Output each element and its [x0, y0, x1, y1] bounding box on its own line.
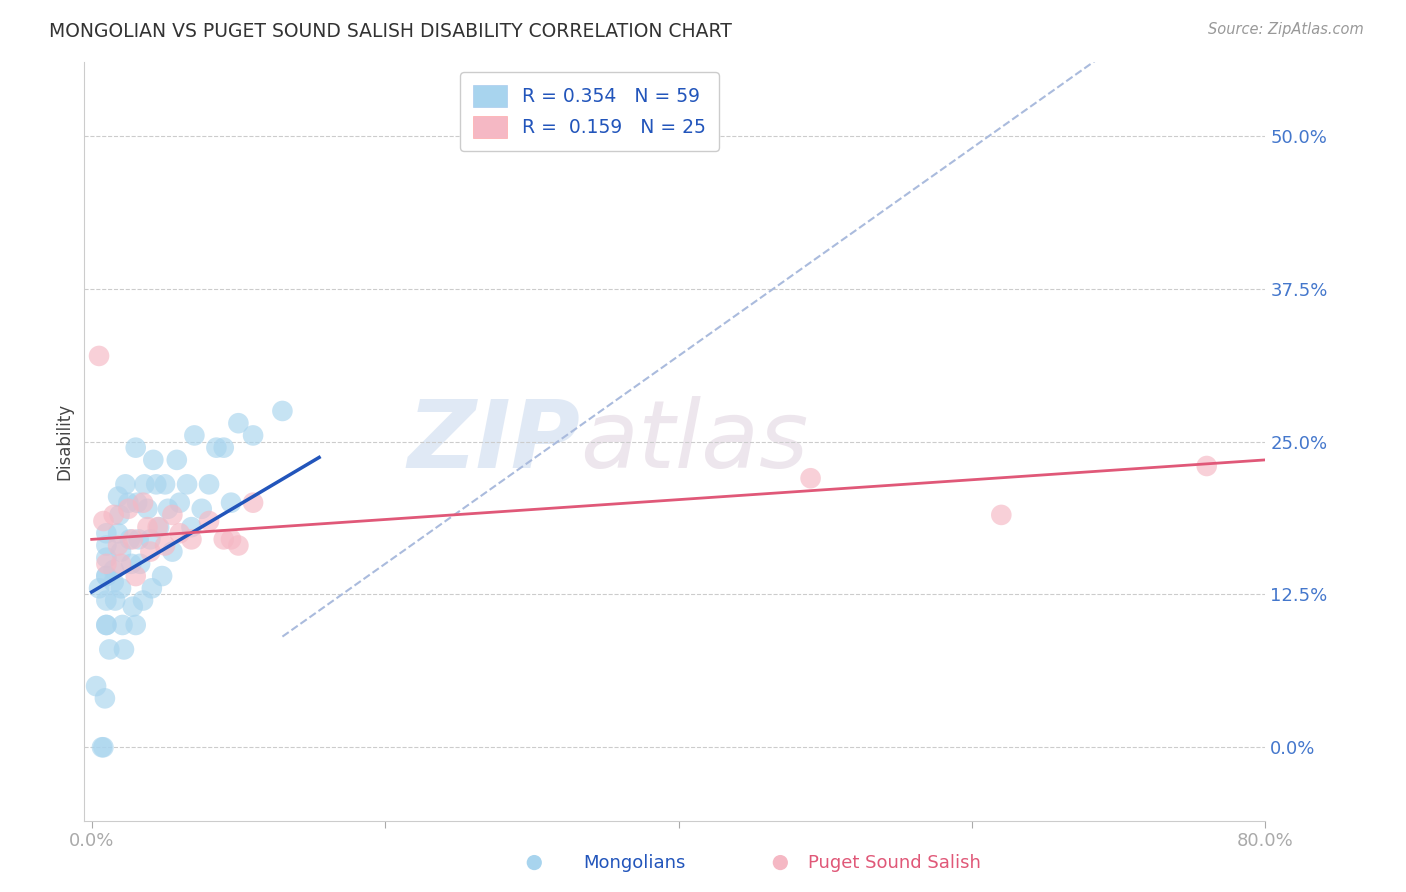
- Point: [96, 526, 118, 541]
- Legend: R = 0.354   N = 59, R =  0.159   N = 25: R = 0.354 N = 59, R = 0.159 N = 25: [460, 72, 718, 151]
- Point: [110, 557, 132, 571]
- Point: [104, 593, 127, 607]
- Point: [125, 618, 148, 632]
- Point: [153, 539, 176, 553]
- Point: [769, 855, 792, 870]
- Point: [125, 569, 148, 583]
- Point: [169, 526, 191, 541]
- Point: [93, 514, 115, 528]
- Point: [94, 691, 117, 706]
- Point: [198, 514, 221, 528]
- Point: [127, 496, 149, 510]
- Point: [112, 642, 135, 657]
- Point: [125, 441, 148, 455]
- Point: [212, 441, 235, 455]
- Point: [139, 544, 162, 558]
- Point: [145, 477, 167, 491]
- Point: [228, 416, 250, 430]
- Point: [153, 477, 176, 491]
- Point: [228, 539, 250, 553]
- Point: [107, 539, 129, 553]
- Point: [169, 496, 191, 510]
- Point: [96, 550, 118, 565]
- Point: [93, 740, 115, 755]
- Point: [162, 544, 184, 558]
- Point: [129, 557, 152, 571]
- Point: [162, 508, 184, 522]
- Point: [96, 557, 118, 571]
- Point: [96, 569, 118, 583]
- Point: [134, 477, 156, 491]
- Point: [139, 533, 162, 547]
- Point: [219, 496, 242, 510]
- Y-axis label: Disability: Disability: [55, 403, 73, 480]
- Point: [120, 557, 142, 571]
- Point: [84, 679, 107, 693]
- Point: [800, 471, 823, 485]
- Point: [219, 533, 242, 547]
- Point: [271, 404, 294, 418]
- Point: [136, 520, 159, 534]
- Point: [114, 477, 136, 491]
- Text: Puget Sound Salish: Puget Sound Salish: [808, 855, 981, 872]
- Point: [107, 490, 129, 504]
- Point: [156, 501, 179, 516]
- Point: [118, 533, 141, 547]
- Point: [98, 642, 121, 657]
- Point: [1195, 458, 1218, 473]
- Point: [110, 544, 132, 558]
- Point: [242, 428, 264, 442]
- Point: [146, 520, 169, 534]
- Point: [132, 496, 155, 510]
- Text: MONGOLIAN VS PUGET SOUND SALISH DISABILITY CORRELATION CHART: MONGOLIAN VS PUGET SOUND SALISH DISABILI…: [49, 22, 733, 41]
- Point: [990, 508, 1012, 522]
- Point: [128, 533, 150, 547]
- Point: [110, 582, 132, 596]
- Point: [117, 496, 139, 510]
- Point: [142, 453, 165, 467]
- Text: Mongolians: Mongolians: [583, 855, 686, 872]
- Text: Source: ZipAtlas.com: Source: ZipAtlas.com: [1208, 22, 1364, 37]
- Point: [96, 618, 118, 632]
- Point: [96, 618, 118, 632]
- Point: [148, 520, 170, 534]
- Point: [111, 618, 134, 632]
- Point: [108, 508, 131, 522]
- Point: [166, 453, 188, 467]
- Point: [212, 533, 235, 547]
- Point: [91, 740, 114, 755]
- Point: [103, 575, 125, 590]
- Point: [198, 477, 221, 491]
- Point: [141, 582, 163, 596]
- Point: [96, 569, 118, 583]
- Point: [96, 539, 118, 553]
- Point: [523, 855, 546, 870]
- Point: [121, 599, 143, 614]
- Point: [117, 501, 139, 516]
- Point: [96, 593, 118, 607]
- Point: [103, 563, 125, 577]
- Point: [121, 533, 143, 547]
- Point: [180, 520, 202, 534]
- Point: [107, 526, 129, 541]
- Point: [132, 593, 155, 607]
- Text: ZIP: ZIP: [408, 395, 581, 488]
- Point: [176, 477, 198, 491]
- Point: [150, 569, 173, 583]
- Point: [103, 508, 125, 522]
- Point: [87, 582, 110, 596]
- Text: atlas: atlas: [581, 396, 808, 487]
- Point: [242, 496, 264, 510]
- Point: [205, 441, 228, 455]
- Point: [136, 501, 159, 516]
- Point: [190, 501, 212, 516]
- Point: [183, 428, 205, 442]
- Point: [180, 533, 202, 547]
- Point: [87, 349, 110, 363]
